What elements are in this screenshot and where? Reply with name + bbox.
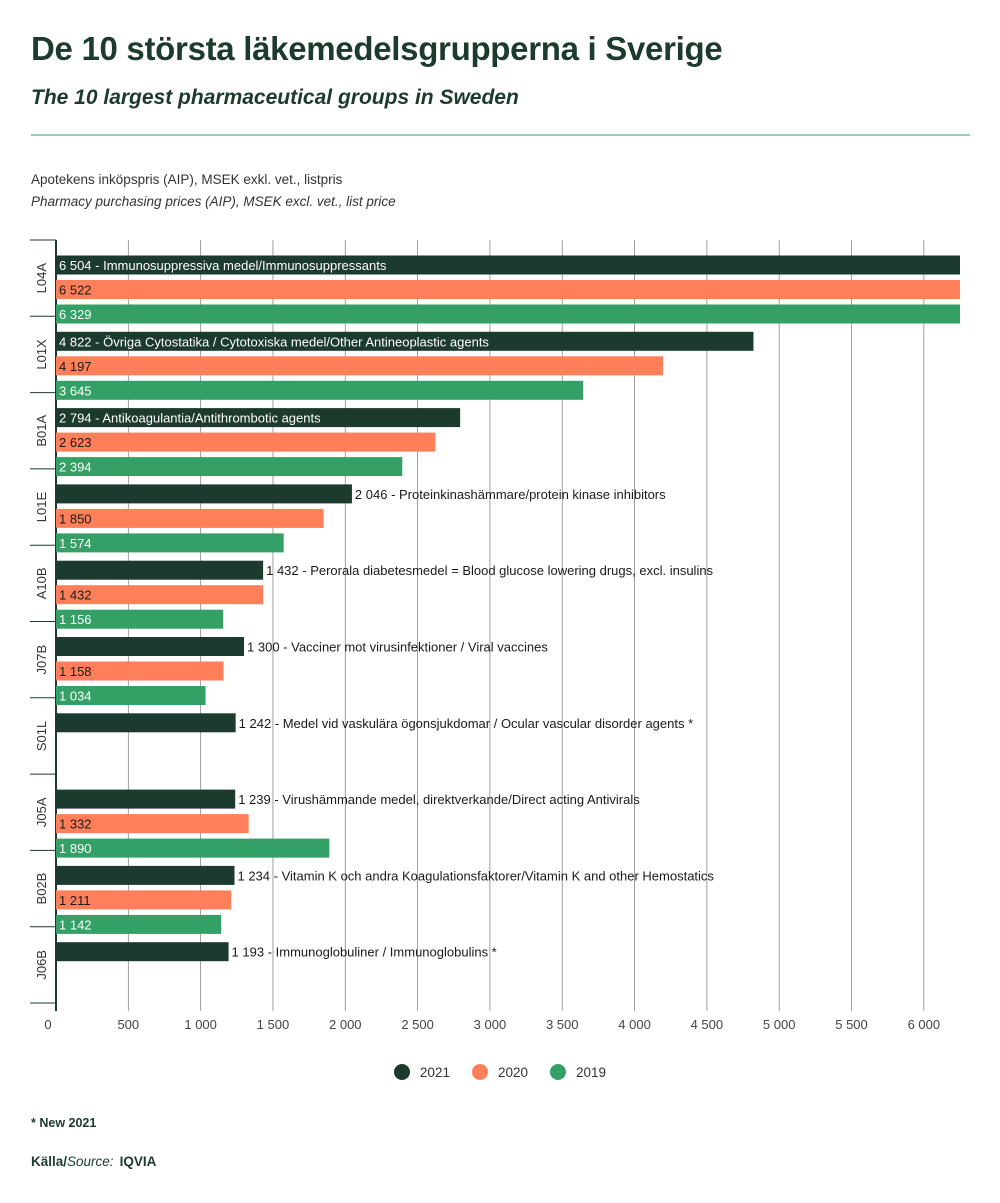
title-divider [31, 134, 970, 136]
source-line: Källa/Source: IQVIA [31, 1154, 156, 1169]
category-label: J07B [34, 645, 49, 675]
bar-2021 [56, 331, 754, 351]
bar-2021 [56, 484, 352, 504]
bar-2021 [56, 560, 264, 580]
bar-2020 [56, 356, 664, 376]
bar-data-label: 1 890 [59, 841, 92, 856]
legend: 2021 2020 2019 [0, 1064, 1000, 1080]
bar-2020 [56, 432, 436, 452]
bar-2019 [56, 457, 403, 477]
bar-data-label: 4 822 - Övriga Cytostatika / Cytotoxiska… [59, 334, 489, 349]
bar-data-label: 1 432 [59, 588, 92, 603]
bar-data-label: 1 574 [59, 536, 92, 551]
chart-subtitle: The 10 largest pharmaceutical groups in … [31, 86, 519, 109]
bar-data-label: 1 300 - Vacciner mot virusinfektioner / … [247, 640, 548, 655]
bar-2019 [56, 533, 284, 553]
bar-2020 [56, 890, 232, 910]
bar-2019 [56, 686, 206, 705]
bar-data-label: 6 504 - Immunosuppressiva medel/Immunosu… [59, 258, 387, 273]
source-label-sv: Källa/ [31, 1154, 68, 1169]
bar-data-label: 1 239 - Virushämmande medel, direktverka… [238, 792, 640, 807]
bar-2021 [56, 408, 461, 428]
bar-2019 [56, 609, 224, 629]
bar-data-label: 2 046 - Proteinkinashämmare/protein kina… [355, 487, 666, 502]
category-label: S01L [34, 721, 49, 751]
bar-data-label: 2 394 [59, 460, 92, 475]
category-label: L04A [34, 263, 49, 294]
bar-2019 [56, 304, 960, 324]
bar-data-label: 2 794 - Antikoagulantia/Antithrombotic a… [59, 411, 321, 426]
bar-data-label: 1 242 - Medel vid vaskulära ögonsjukdoma… [239, 716, 694, 731]
x-tick-label: 4 000 [618, 1017, 651, 1032]
bar-2020 [56, 508, 324, 528]
unit-label-sv: Apotekens inköpspris (AIP), MSEK exkl. v… [31, 172, 343, 187]
bar-data-label: 3 645 [59, 383, 92, 398]
bar-data-label: 1 142 [59, 917, 92, 932]
x-tick-label: 3 000 [474, 1017, 507, 1032]
bar-data-label: 1 850 [59, 511, 92, 526]
bar-2021 [56, 789, 236, 809]
bar-2021 [56, 255, 960, 275]
bar-2020 [56, 814, 249, 834]
x-tick-label: 5 500 [835, 1017, 868, 1032]
x-tick-label: 2 500 [401, 1017, 434, 1032]
category-label: L01X [34, 339, 49, 370]
x-tick-label: 2 000 [329, 1017, 362, 1032]
bar-data-label: 1 156 [59, 612, 92, 627]
category-label: B01A [34, 415, 49, 447]
x-tick-label: 1 500 [257, 1017, 290, 1032]
legend-label-2020: 2020 [497, 1064, 529, 1080]
bar-2019 [56, 914, 222, 934]
x-tick-label: 1 000 [184, 1017, 217, 1032]
bar-data-label: 1 034 [59, 689, 92, 704]
x-tick-label: 6 000 [908, 1017, 941, 1032]
bar-data-label: 1 432 - Perorala diabetesmedel = Blood g… [266, 563, 713, 578]
bar-2021 [56, 713, 236, 733]
bar-data-label: 1 193 - Immunoglobuliner / Immunoglobuli… [232, 945, 497, 960]
footnote: * New 2021 [31, 1116, 97, 1130]
bar-data-label: 2 623 [59, 435, 92, 450]
category-label: J05A [34, 797, 49, 827]
source-value: IQVIA [119, 1154, 157, 1169]
bar-data-label: 1 158 [59, 664, 92, 679]
bar-2019 [56, 380, 584, 400]
bar-2021 [56, 637, 245, 656]
category-label: B02B [34, 873, 49, 905]
x-tick-label: 4 500 [691, 1017, 724, 1032]
legend-swatch-2020 [471, 1064, 488, 1080]
bar-2020 [56, 585, 264, 605]
bar-data-label: 1 332 [59, 817, 92, 832]
x-tick-label: 5 000 [763, 1017, 796, 1032]
legend-item-2021: 2021 [393, 1064, 450, 1080]
legend-swatch-2019 [550, 1064, 567, 1080]
legend-item-2019: 2019 [550, 1064, 606, 1080]
category-label: L01E [34, 492, 49, 523]
bar-data-label: 4 197 [59, 359, 92, 374]
category-label: J06B [34, 950, 49, 980]
bar-data-label: 1 211 [59, 893, 91, 908]
bar-chart: 0 500 1 000 1 500 2 000 2 500 3 000 3 500 4 000 4… [30, 239, 960, 1032]
x-tick-label: 0 [44, 1017, 51, 1032]
bar-2021 [56, 942, 229, 962]
legend-item-2020: 2020 [471, 1064, 529, 1080]
bar-2020 [56, 661, 224, 681]
bar-2019 [56, 838, 330, 858]
legend-label-2019: 2019 [576, 1064, 607, 1080]
legend-swatch-2021 [393, 1064, 410, 1080]
bar-data-label: 6 329 [59, 307, 92, 322]
unit-label-en: Pharmacy purchasing prices (AIP), MSEK e… [31, 194, 396, 209]
bar-data-label: 1 234 - Vitamin K och andra Koagulations… [237, 868, 714, 883]
x-tick-label: 500 [117, 1017, 139, 1032]
bar-data-label: 6 522 [59, 283, 92, 298]
legend-label-2021: 2021 [419, 1064, 450, 1080]
chart-title: De 10 största läkemedelsgrupperna i Sver… [31, 30, 723, 67]
bar-2021 [56, 865, 235, 885]
source-label-en: Source: [67, 1154, 114, 1169]
bar-2020 [56, 280, 960, 299]
category-label: A10B [34, 567, 49, 599]
x-tick-label: 3 500 [546, 1017, 579, 1032]
